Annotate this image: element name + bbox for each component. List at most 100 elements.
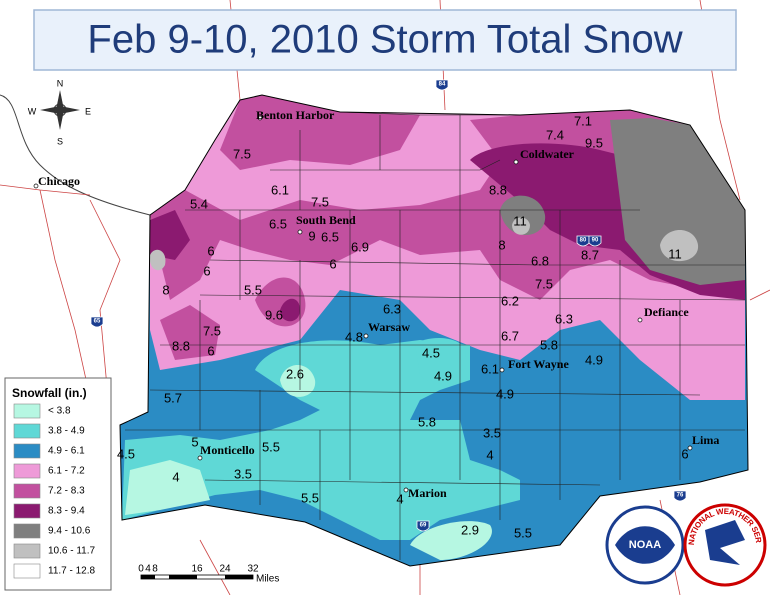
legend-label: 11.7 - 12.8 <box>48 566 96 577</box>
snow-observation: 8.8 <box>489 182 507 197</box>
highway-number: 80 <box>580 238 587 244</box>
highway-number: 84 <box>439 82 446 88</box>
legend-label: 8.3 - 9.4 <box>48 506 85 517</box>
city-label: Defiance <box>644 305 689 319</box>
snow-observation: 5.5 <box>514 525 532 540</box>
highway-shield <box>435 79 449 91</box>
city-dot <box>297 229 303 235</box>
noaa-text: NOAA <box>629 539 661 551</box>
band-3.8-4.9-b <box>415 338 466 381</box>
legend-swatch <box>13 423 41 439</box>
band-lt-3.8-b <box>410 521 492 560</box>
snow-observation: 7.5 <box>311 194 329 209</box>
county-lines <box>125 111 746 560</box>
legend-swatch <box>13 443 41 459</box>
snow-observation: 4.9 <box>434 368 452 383</box>
snow-observation: 6.3 <box>383 301 401 316</box>
snow-observation: 6.1 <box>271 182 289 197</box>
observations: 7.1 7.4 9.5 7.5 8.8 6.1 7.5 5.4 11 6.5 9 6.5 6.9 8 8.7… <box>117 113 689 540</box>
city-label: Benton Harbor <box>256 108 335 122</box>
highway-shield <box>588 235 602 247</box>
snow-observation: 6.1 <box>481 361 499 376</box>
scale-tick-label: 8 <box>152 564 158 575</box>
city-label: Warsaw <box>368 320 410 334</box>
band-8.3-9.4-c <box>280 298 300 322</box>
highway-number: 69 <box>420 523 427 529</box>
scale-tick-label: 16 <box>191 564 203 575</box>
snow-observation: 8 <box>498 237 505 252</box>
band-3.8-4.9 <box>122 340 520 540</box>
snow-observation: 11 <box>668 246 682 261</box>
legend-label: 3.8 - 4.9 <box>48 426 85 437</box>
city-dot <box>257 115 263 121</box>
snow-observation: 7.1 <box>574 113 592 128</box>
snow-observation: 4.9 <box>585 352 603 367</box>
snow-observation: 11 <box>513 213 527 228</box>
cities: Benton Harbor Coldwater Chicago South Bend D… <box>33 108 719 500</box>
highway-shield <box>90 316 104 328</box>
band-7.2-8.3-c <box>160 305 220 360</box>
snow-observation: 5.5 <box>244 282 262 297</box>
title-box <box>33 9 737 71</box>
scale-tick-label: 0 <box>138 564 144 575</box>
city-dot <box>513 159 519 165</box>
snow-observation: 8.7 <box>581 247 599 262</box>
snow-observation: 5.7 <box>164 390 182 405</box>
snow-observation: 6.7 <box>501 328 519 343</box>
highway-shield <box>673 490 687 502</box>
legend-label: 4.9 - 6.1 <box>48 446 85 457</box>
legend-label: 7.2 - 8.3 <box>48 486 85 497</box>
snow-observation: 7.4 <box>546 127 564 142</box>
band-9.4-10.6 <box>610 118 745 285</box>
scale-fill <box>225 575 253 579</box>
scale-tick-label: 4 <box>145 564 151 575</box>
compass-e: E <box>85 106 91 116</box>
snowfall-bands <box>120 95 748 566</box>
legend-title: Snowfall (in.) <box>12 386 87 400</box>
snow-observation: 5.8 <box>418 414 436 429</box>
compass-n: N <box>57 78 64 88</box>
noaa-bird <box>615 526 675 564</box>
band-8.3-9.4-b <box>150 210 190 260</box>
snow-observation: 4 <box>172 469 179 484</box>
snow-observation: 5.4 <box>190 196 208 211</box>
legend-swatch <box>13 403 41 419</box>
scale-fill <box>141 575 155 579</box>
snow-observation: 7.5 <box>233 146 251 161</box>
city-label: Monticello <box>200 443 255 457</box>
scale-fill <box>169 575 197 579</box>
city-dot <box>363 333 369 339</box>
city-label: Chicago <box>38 174 80 188</box>
legend-label: 10.6 - 11.7 <box>48 546 96 557</box>
scale-tick-label: 24 <box>219 564 231 575</box>
snow-observation: 9.5 <box>585 135 603 150</box>
city-dot <box>687 445 693 451</box>
snow-observation: 4.9 <box>496 386 514 401</box>
legend: Snowfall (in.) < 3.8 3.8 - 4.9 4.9 - 6.1 6.… <box>4 377 112 591</box>
snow-observation: 6.5 <box>269 216 287 231</box>
snow-observation: 5.5 <box>262 439 280 454</box>
legend-swatch <box>13 523 41 539</box>
legend-swatch <box>13 543 41 559</box>
snow-observation: 6 <box>329 256 336 271</box>
compass-ew <box>40 106 80 114</box>
region-outline <box>119 94 749 567</box>
snow-observation: 3.5 <box>234 466 252 481</box>
legend-swatch <box>13 563 41 579</box>
band-10.6-11.7-c <box>149 249 166 271</box>
compass-s: S <box>57 136 63 146</box>
snow-observation: 5.5 <box>301 490 319 505</box>
legend-label: < 3.8 <box>48 406 71 417</box>
title: Feb 9-10, 2010 Storm Total Snow <box>87 18 682 62</box>
compass: N E S W <box>28 78 91 146</box>
nws-emblem <box>705 520 745 565</box>
legend-swatch <box>13 483 41 499</box>
band-9.4-10.6-b <box>500 195 546 235</box>
snow-observation: 7.5 <box>535 276 553 291</box>
band-10.6-11.7-b <box>512 217 530 235</box>
city-dot <box>33 183 39 189</box>
snow-observation: 2.9 <box>461 522 479 537</box>
